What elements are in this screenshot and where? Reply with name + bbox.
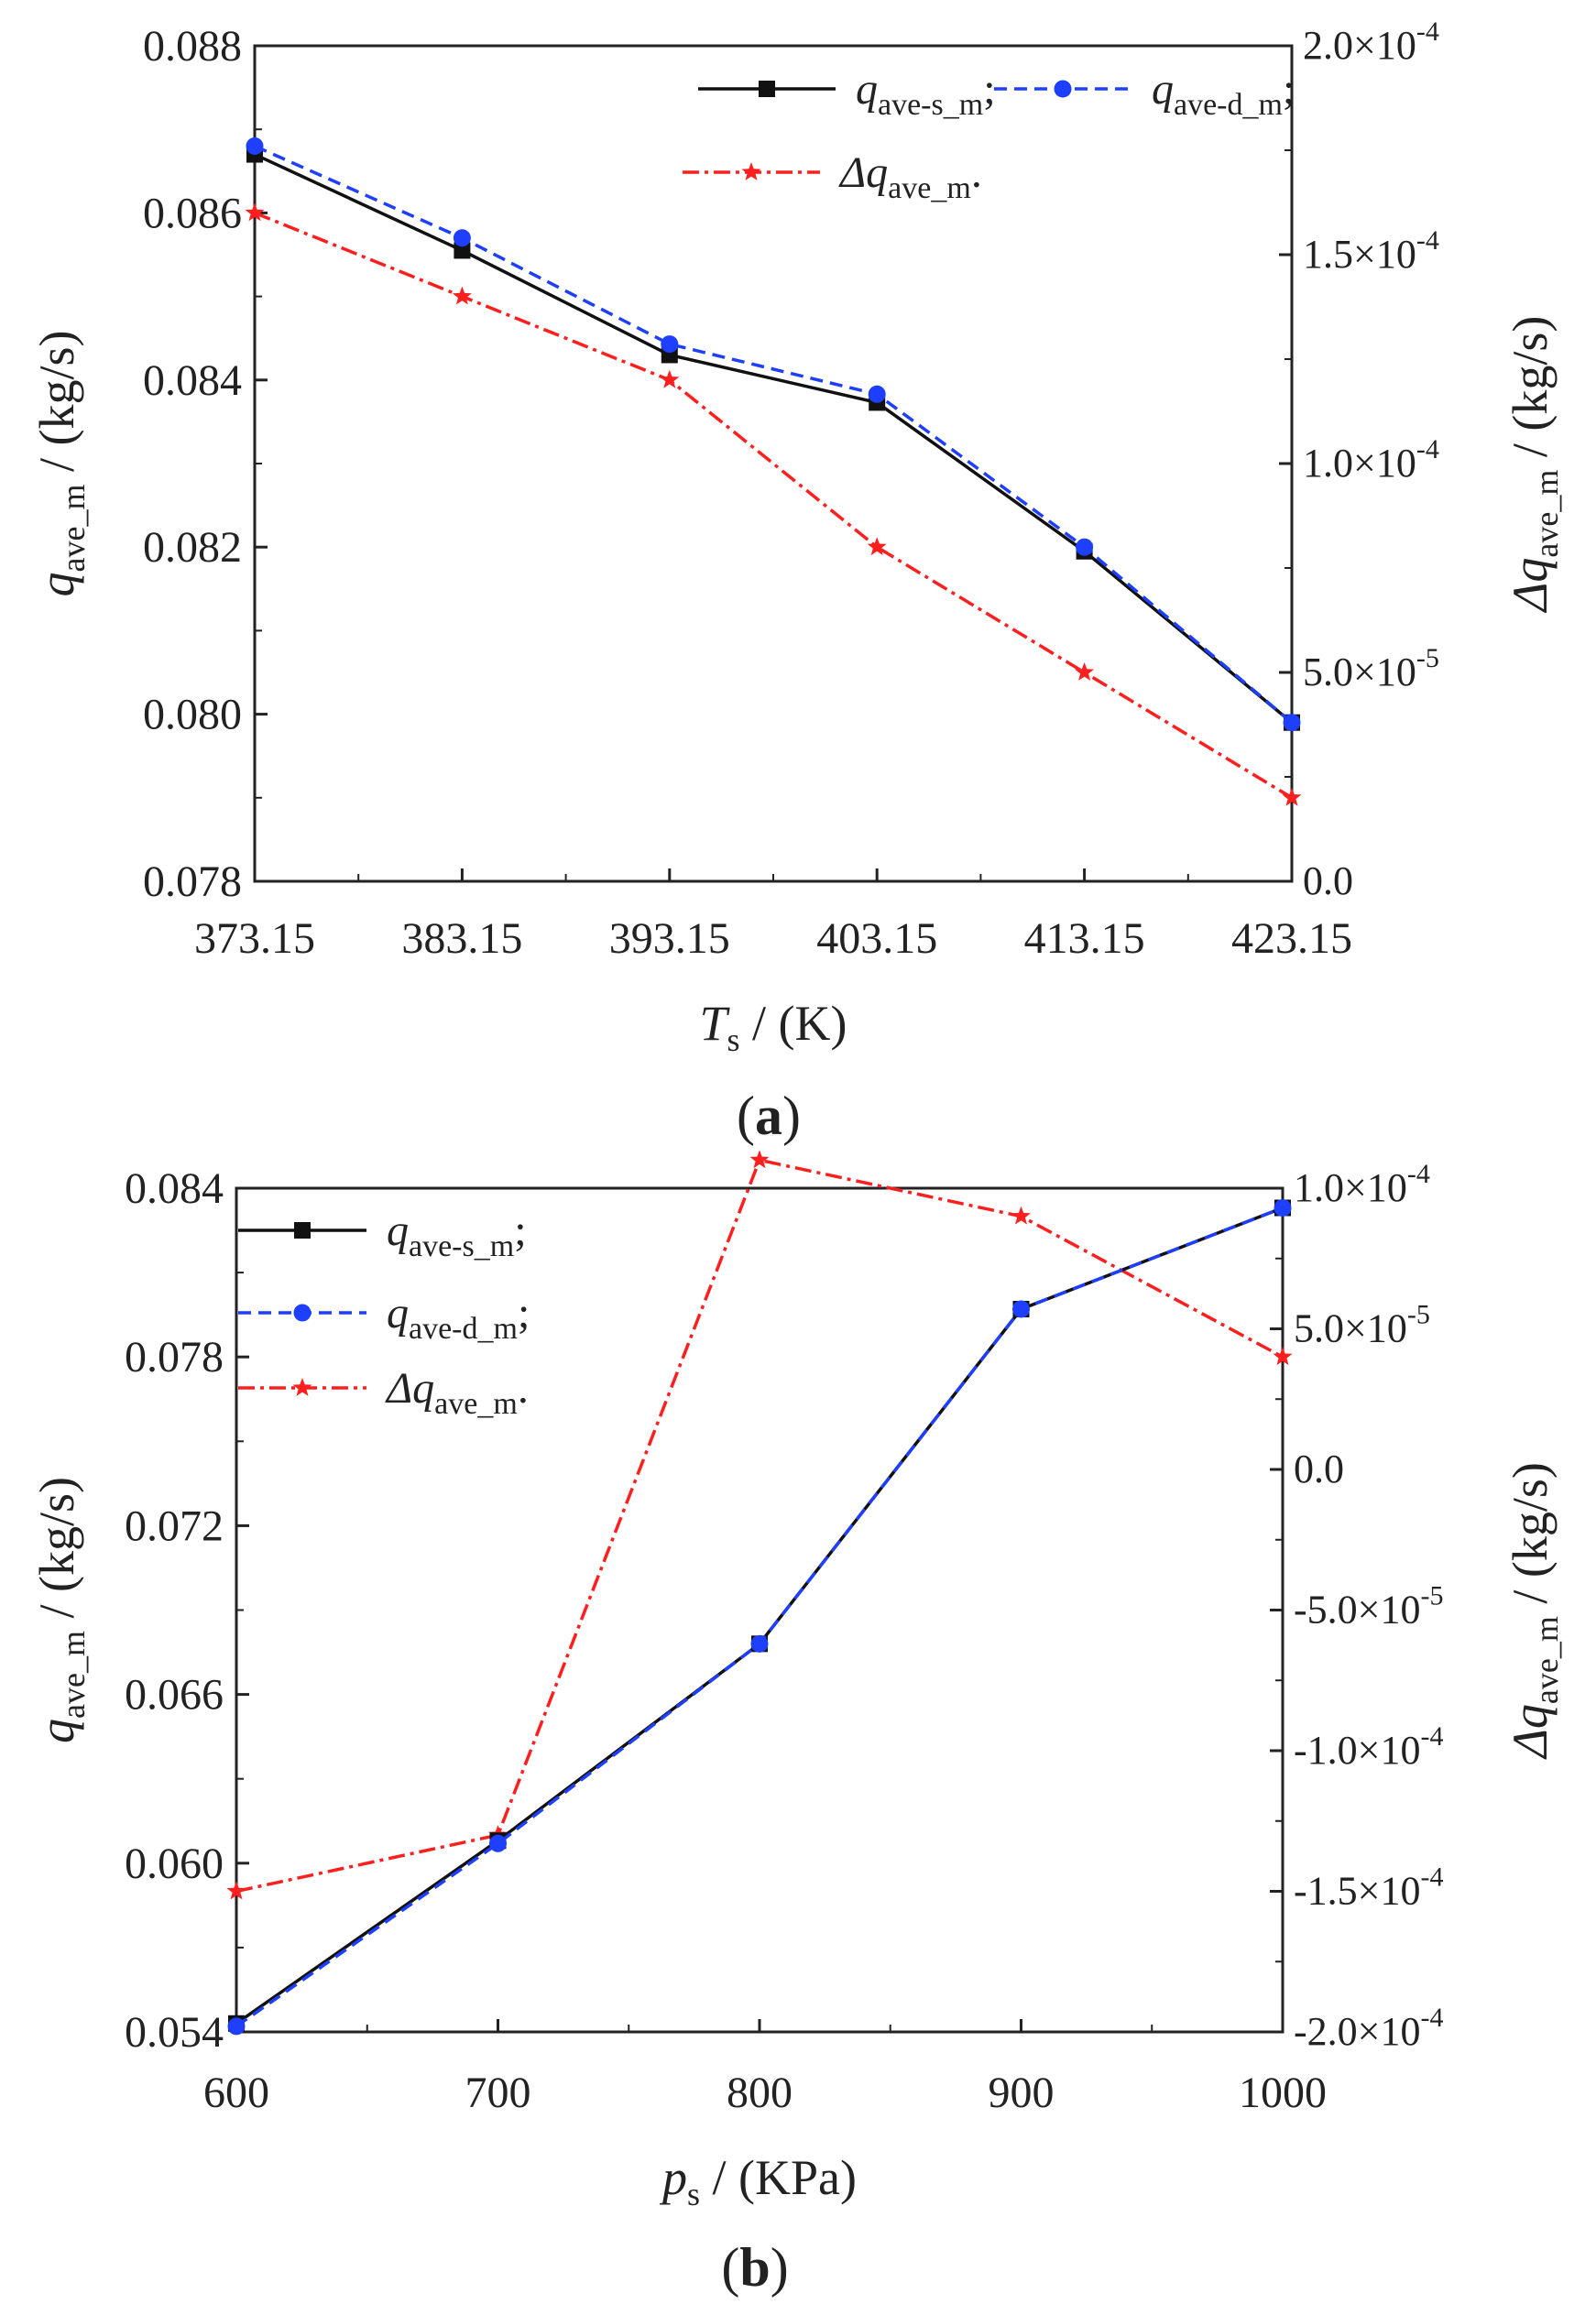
- y2-tick-label: -1.0×10-4: [1294, 1721, 1443, 1773]
- data-point: [226, 1881, 246, 1900]
- legend-entry-Δq_ave_m: Δqave_m.: [683, 148, 982, 205]
- legend-label: qave-d_m;: [1152, 65, 1295, 122]
- x-tick-label: 900: [989, 2069, 1055, 2117]
- panel-label: (a): [737, 1086, 801, 1146]
- data-point: [452, 286, 472, 305]
- plot-frame: [253, 44, 1294, 883]
- chart-panel-a: 373.15 383.15 393.15 403.15 413.15 423.15 0.07…: [29, 16, 1565, 1146]
- x-tick-label: 700: [465, 2069, 531, 2117]
- data-point: [867, 537, 887, 556]
- series-q_ave-d_m: [227, 1198, 1292, 2036]
- legend-entry-q_ave-s_m: qave-s_m;: [238, 1207, 527, 1263]
- series-Δq_ave_m: [226, 1150, 1293, 1900]
- y-tick-label: 0.088: [143, 22, 242, 71]
- legend-entry-q_ave-d_m: qave-d_m;: [994, 65, 1295, 122]
- data-point: [1282, 787, 1302, 806]
- y-tick-label: 0.084: [125, 1164, 224, 1213]
- y-tick-label: 0.054: [125, 2008, 224, 2057]
- x-axis-label: Ts / (K): [699, 996, 847, 1058]
- x-tick-label: 600: [203, 2069, 269, 2117]
- y2-tick-label: 0.0: [1294, 1447, 1344, 1491]
- x-tick-label: 800: [727, 2069, 793, 2117]
- y2-tick-label: -1.5×10-4: [1294, 1862, 1443, 1914]
- y-tick-label: 0.078: [125, 1333, 224, 1381]
- y2-axis-label: Δqave_m / (kg/s): [1503, 1462, 1565, 1760]
- data-point: [1274, 1198, 1292, 1217]
- series-q_ave-d_m: [246, 136, 1301, 732]
- x-tick-label: 403.15: [816, 914, 937, 963]
- legend-label: Δqave_m.: [838, 148, 982, 205]
- x-tick-label: 393.15: [609, 914, 730, 963]
- y2-tick-label: 2.0×10-4: [1303, 16, 1439, 68]
- y-tick-label: 0.060: [125, 1840, 224, 1888]
- data-point: [1076, 538, 1094, 556]
- y-tick-label: 0.066: [125, 1671, 224, 1720]
- data-point: [227, 2017, 246, 2036]
- y-tick-label: 0.080: [143, 691, 242, 739]
- series-line: [235, 1158, 1284, 1894]
- legend-label: qave-s_m;: [856, 65, 996, 122]
- y2-tick-label: -5.0×10-5: [1294, 1581, 1443, 1633]
- y-tick-label: 0.072: [125, 1501, 224, 1550]
- y-tick-label: 0.086: [143, 189, 242, 237]
- y2-tick-label: 5.0×10-5: [1294, 1300, 1430, 1351]
- legend-marker: [292, 1378, 312, 1396]
- data-point: [246, 136, 264, 155]
- legend-marker: [759, 81, 775, 97]
- y2-tick-label: 1.0×10-4: [1294, 1159, 1430, 1210]
- data-point: [489, 1834, 507, 1852]
- legend-label: qave-s_m;: [387, 1207, 527, 1263]
- y2-axis-label: Δqave_m / (kg/s): [1503, 316, 1565, 614]
- y-axis-label: qave_m / (kg/s): [29, 331, 92, 597]
- x-tick-label: 413.15: [1024, 914, 1145, 963]
- x-tick-label: 383.15: [401, 914, 522, 963]
- y2-tick-label: 0.0: [1303, 858, 1353, 903]
- series-q_ave-s_m: [246, 146, 1300, 731]
- data-point: [1075, 662, 1095, 681]
- x-axis-label: ps / (KPa): [659, 2150, 857, 2212]
- legend-label: qave-d_m;: [387, 1289, 530, 1346]
- x-tick-label: 423.15: [1231, 914, 1352, 963]
- legend-marker: [293, 1304, 312, 1322]
- y-tick-label: 0.084: [143, 356, 242, 405]
- y-tick-label: 0.082: [143, 523, 242, 572]
- legend-entry-q_ave-s_m: qave-s_m;: [698, 65, 996, 122]
- y2-tick-label: 5.0×10-5: [1303, 643, 1439, 694]
- y-axis-label: qave_m / (kg/s): [29, 1477, 92, 1743]
- data-point: [245, 202, 265, 222]
- data-point: [750, 1634, 769, 1653]
- y-tick-label: 0.078: [143, 857, 242, 906]
- legend-label: Δqave_m.: [385, 1364, 529, 1421]
- data-point: [1011, 1206, 1031, 1225]
- y2-tick-label: 1.0×10-4: [1303, 434, 1439, 486]
- data-point: [454, 242, 471, 259]
- data-point: [660, 369, 680, 388]
- data-point: [868, 385, 886, 403]
- data-point: [1283, 714, 1301, 732]
- series-line: [254, 152, 1294, 725]
- chart-panel-b: 600 700 800 900 1000 0.054 0.060 0.066 0.072 0.07…: [29, 1150, 1565, 2298]
- legend-entry-q_ave-d_m: qave-d_m;: [238, 1289, 530, 1346]
- data-point: [1273, 1347, 1293, 1366]
- data-point: [749, 1150, 770, 1169]
- y2-tick-label: 1.5×10-4: [1303, 225, 1439, 277]
- legend-marker: [741, 162, 761, 180]
- x-tick-label: 373.15: [194, 914, 315, 963]
- legend-entry-Δq_ave_m: Δqave_m.: [238, 1364, 529, 1421]
- x-tick-label: 1000: [1239, 2069, 1327, 2117]
- data-point: [1012, 1300, 1030, 1318]
- legend-marker: [294, 1222, 311, 1239]
- legend-marker: [1054, 80, 1072, 98]
- series-Δq_ave_m: [245, 202, 1302, 806]
- data-point: [453, 229, 471, 247]
- y2-tick-label: -2.0×10-4: [1294, 2003, 1443, 2054]
- series-line: [254, 211, 1293, 800]
- series-line: [254, 144, 1294, 725]
- panel-label: (b): [721, 2237, 788, 2298]
- data-point: [661, 335, 679, 354]
